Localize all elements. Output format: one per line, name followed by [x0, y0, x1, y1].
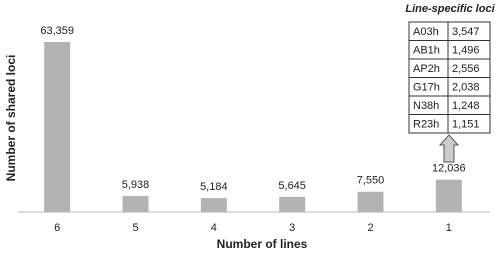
table-cell: 1,496	[452, 45, 480, 57]
table-cell: 3,547	[452, 26, 480, 38]
x-tick-label: 1	[446, 222, 452, 234]
value-label: 7,550	[357, 175, 385, 187]
x-tick-label: 3	[289, 222, 295, 234]
x-tick-label: 2	[367, 222, 373, 234]
bar	[435, 179, 462, 212]
table-cell: AB1h	[413, 45, 440, 57]
table-cell: AP2h	[413, 63, 440, 75]
x-tick-label: 6	[54, 222, 60, 234]
table-cell: N38h	[413, 100, 439, 112]
arrow	[438, 134, 460, 163]
bar	[44, 42, 71, 212]
bar	[200, 198, 227, 212]
table-cell: 2,038	[452, 82, 480, 94]
table-cell: 2,556	[452, 63, 480, 75]
table-cell: A03h	[413, 26, 439, 38]
x-tick-label: 4	[211, 222, 217, 234]
value-label: 5,184	[200, 181, 228, 193]
bar	[122, 196, 149, 212]
table-cell: R23h	[413, 119, 439, 131]
y-axis-title: Number of shared loci	[4, 55, 18, 182]
table-cell: G17h	[413, 82, 440, 94]
table-cell: 1,248	[452, 100, 480, 112]
value-label: 63,359	[40, 25, 74, 37]
value-label: 5,938	[122, 179, 150, 191]
table-cell: 1,151	[452, 119, 480, 131]
bar	[357, 191, 384, 212]
value-label: 5,645	[278, 180, 306, 192]
x-tick-label: 5	[132, 222, 138, 234]
table-title: Line-specific loci	[405, 3, 495, 15]
value-label: 12,036	[432, 163, 466, 175]
bar	[279, 196, 306, 212]
x-axis-title: Number of lines	[217, 237, 308, 251]
